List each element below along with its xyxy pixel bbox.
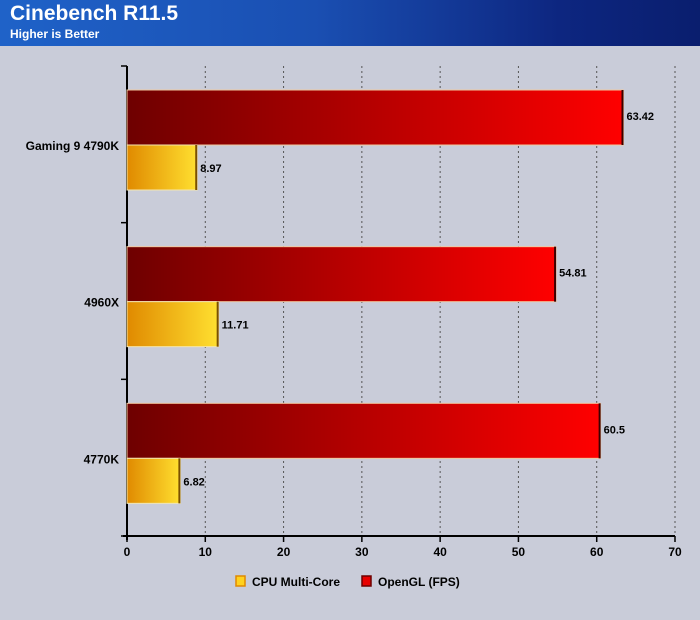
bar-chart: 0 10 20 30 40 50 60 70 63.42 8.97 Gaming 9 4790K 54… — [26, 65, 682, 589]
x-tick-label-40: 40 — [433, 545, 447, 559]
x-tick-label-50: 50 — [512, 545, 526, 559]
category-label-4960x: 4960X — [84, 296, 119, 310]
value-label-cpu-4770k: 6.82 — [183, 476, 204, 488]
bar-opengl-gaming-9-4790k — [126, 89, 624, 146]
value-label-opengl-gaming-9-4790k: 63.42 — [626, 111, 654, 123]
legend-label-opengl-fps: OpenGL (FPS) — [378, 575, 460, 589]
bar-edge-cpu-4770k — [178, 458, 181, 504]
category-label-gaming-9-4790k: Gaming 9 4790K — [26, 139, 120, 153]
plot-background: 0 10 20 30 40 50 60 70 63.42 8.97 Gaming 9 4790K 54… — [0, 46, 700, 620]
value-label-opengl-4770k: 60.5 — [604, 424, 625, 436]
x-tick-label-30: 30 — [355, 545, 369, 559]
bar-cpu-gaming-9-4790k — [126, 144, 198, 191]
bar-opengl-4770k — [126, 402, 602, 459]
bar-edge-opengl-gaming-9-4790k — [621, 90, 624, 145]
bar-cpu-4960x — [126, 301, 220, 348]
chart-subtitle: Higher is Better — [10, 27, 100, 41]
legend-swatch-cpu-multi-core — [235, 575, 246, 587]
x-tick-label-70: 70 — [668, 545, 682, 559]
legend-swatch-opengl-fps — [361, 575, 372, 587]
bar-opengl-4960x — [126, 246, 557, 303]
bar-edge-opengl-4960x — [554, 246, 557, 302]
labels: 0 10 20 30 40 50 60 70 63.42 8.97 Gaming 9 4790K 54… — [26, 111, 682, 559]
x-tick-label-20: 20 — [277, 545, 291, 559]
chart-title: Cinebench R11.5 — [10, 2, 179, 25]
legend: CPU Multi-Core OpenGL (FPS) — [235, 575, 460, 589]
chart-header: Cinebench R11.5 Higher is Better — [0, 0, 700, 46]
x-tick-label-10: 10 — [199, 545, 213, 559]
bar-edge-opengl-4770k — [598, 403, 601, 459]
value-label-cpu-4960x: 11.71 — [222, 320, 249, 332]
bar-edge-cpu-4960x — [216, 301, 219, 347]
x-tick-label-0: 0 — [124, 545, 131, 559]
bar-cpu-4770k — [126, 457, 181, 504]
legend-label-cpu-multi-core: CPU Multi-Core — [252, 575, 340, 589]
x-tick-label-60: 60 — [590, 545, 604, 559]
bar-edge-cpu-gaming-9-4790k — [195, 145, 198, 190]
category-label-4770k: 4770K — [84, 452, 120, 466]
value-label-cpu-gaming-9-4790k: 8.97 — [200, 163, 221, 175]
value-label-opengl-4960x: 54.81 — [559, 268, 587, 280]
bars — [126, 89, 624, 504]
